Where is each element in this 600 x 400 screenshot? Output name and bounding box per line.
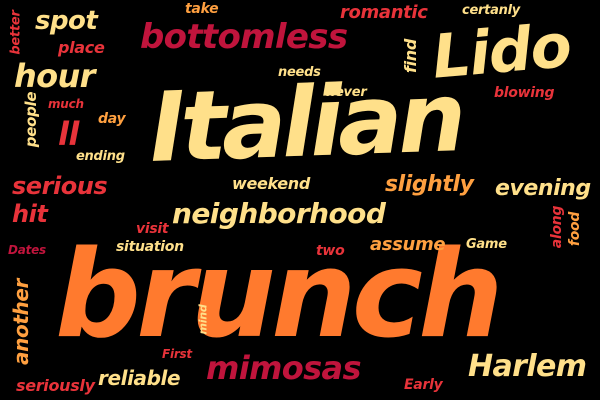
word-hit: hit bbox=[12, 200, 48, 228]
word-visit: visit bbox=[136, 221, 169, 237]
word-much: much bbox=[48, 97, 84, 111]
word-reliable: reliable bbox=[98, 366, 181, 390]
word-mind: mind bbox=[196, 304, 210, 335]
word-neighborhood: neighborhood bbox=[172, 197, 386, 230]
word-certainly: certanly bbox=[462, 3, 521, 18]
word-harlem: Harlem bbox=[468, 349, 587, 384]
word-place: place bbox=[58, 38, 105, 57]
word-better: better bbox=[8, 10, 24, 55]
word-food: food bbox=[567, 211, 584, 247]
word-take: take bbox=[185, 1, 219, 17]
word-italian: Italian bbox=[147, 61, 464, 184]
word-mimosas: mimosas bbox=[206, 349, 361, 387]
word-needs: needs bbox=[278, 65, 321, 80]
word-day: day bbox=[98, 111, 126, 127]
word-weekend: weekend bbox=[232, 174, 311, 193]
word-dates: Dates bbox=[8, 243, 46, 257]
word-romantic: romantic bbox=[340, 2, 428, 23]
word-along: along bbox=[549, 205, 566, 249]
word-bottomless: bottomless bbox=[140, 17, 348, 57]
word-situation: situation bbox=[116, 239, 184, 255]
word-brunch: brunch bbox=[55, 226, 503, 365]
word-first: First bbox=[162, 347, 192, 361]
word-never: never bbox=[326, 85, 367, 100]
word-slightly: slightly bbox=[385, 172, 474, 197]
word-evening: evening bbox=[495, 176, 591, 201]
word-game: Game bbox=[466, 237, 507, 252]
word-ending: ending bbox=[76, 149, 125, 164]
word-hour: hour bbox=[14, 57, 95, 95]
word-seriously: seriously bbox=[16, 376, 95, 395]
word-serious: serious bbox=[12, 172, 108, 200]
word-people: people bbox=[22, 91, 41, 148]
word-blowing: blowing bbox=[494, 85, 555, 101]
word-another: another bbox=[8, 279, 33, 365]
word-spot: spot bbox=[35, 6, 98, 36]
word-two: two bbox=[316, 243, 345, 259]
word-lido: Lido bbox=[429, 10, 574, 93]
word-find: find bbox=[401, 38, 421, 74]
word-ll: ll bbox=[58, 115, 79, 153]
word-assume: assume bbox=[370, 234, 446, 255]
word-early: Early bbox=[404, 377, 443, 393]
